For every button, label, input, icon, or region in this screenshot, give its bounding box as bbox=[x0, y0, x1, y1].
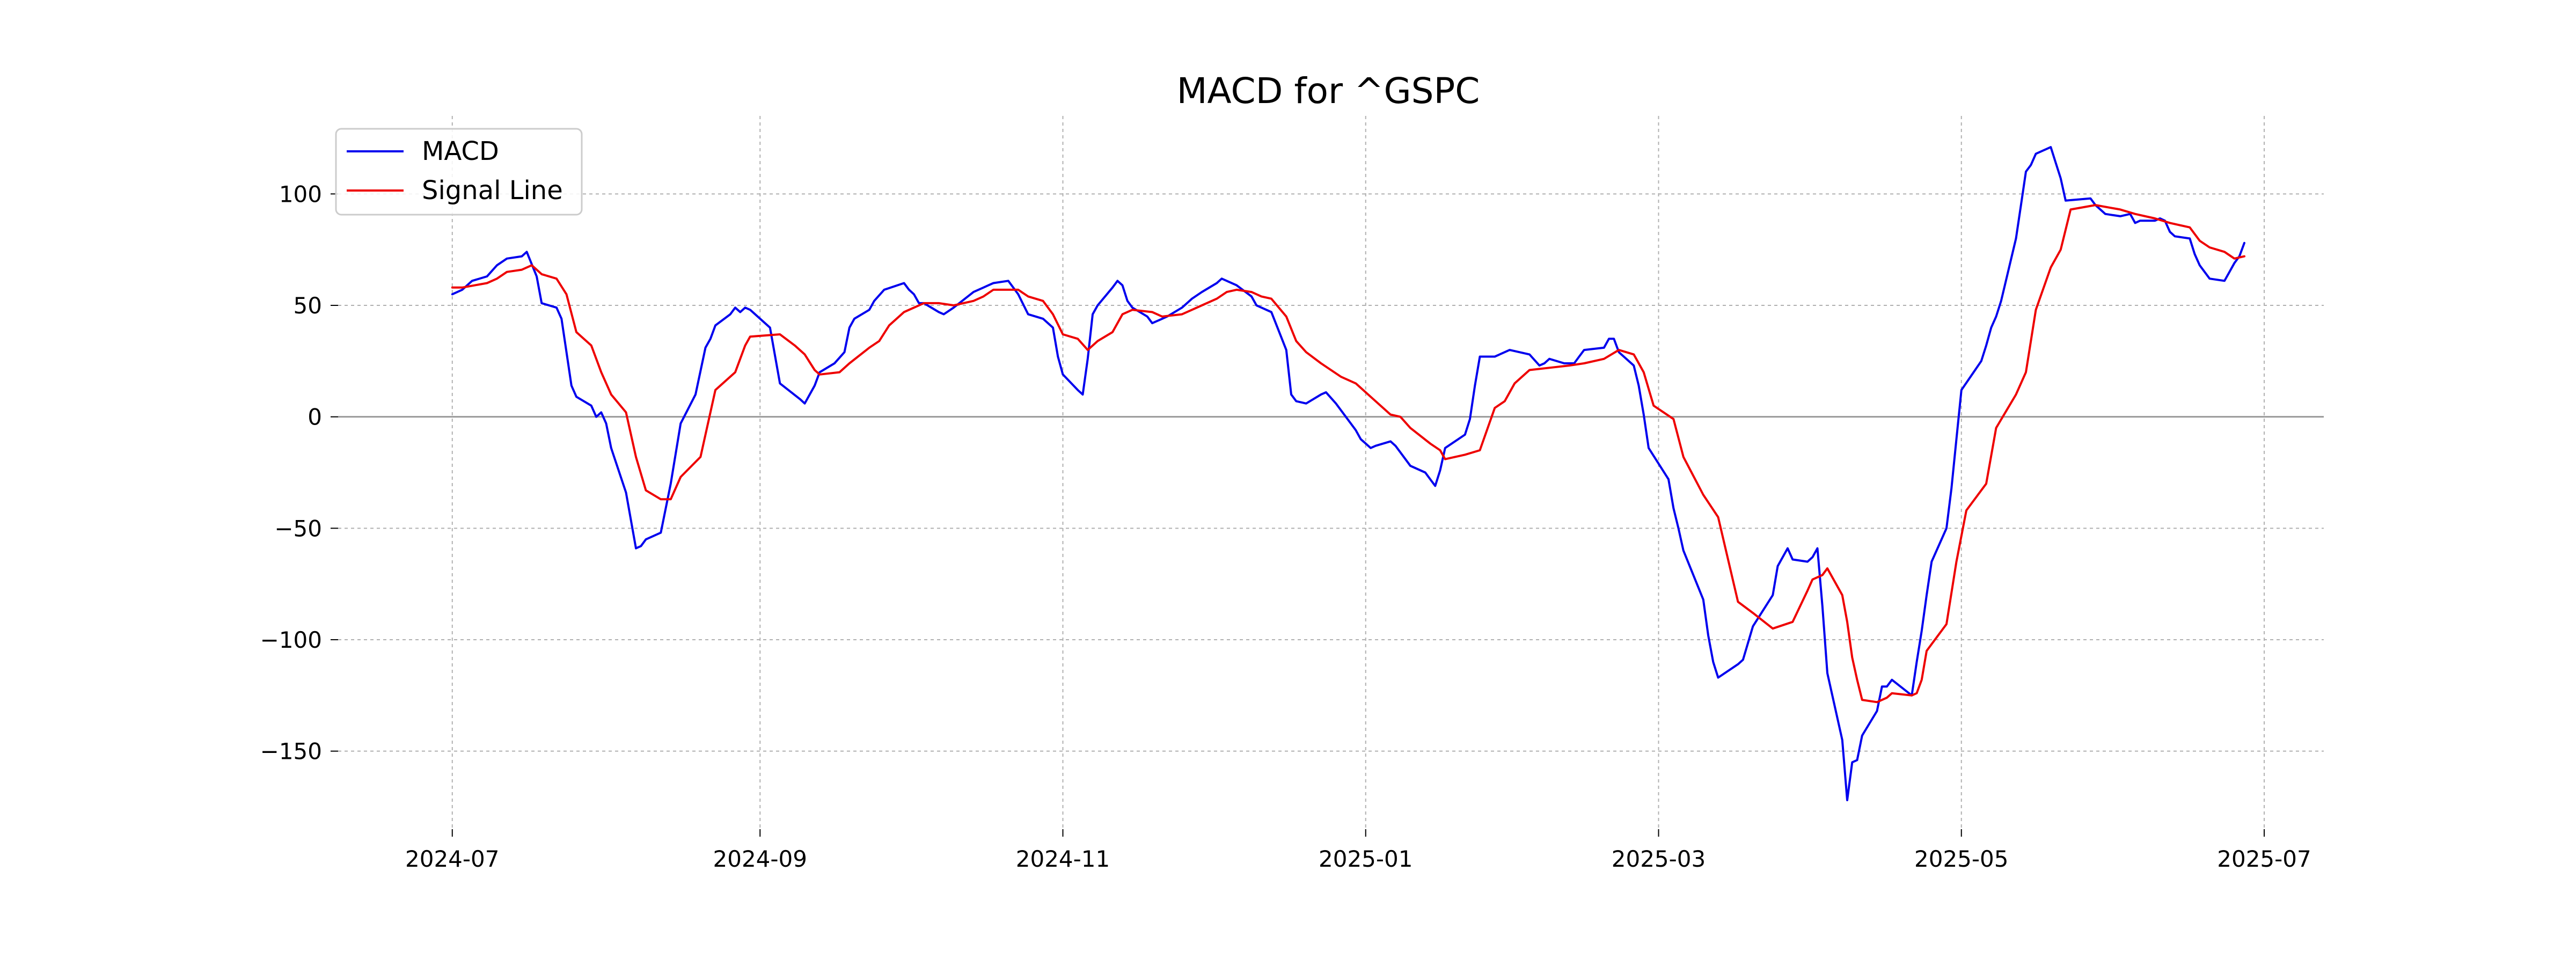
x-tick-label: 2024-11 bbox=[1016, 846, 1110, 872]
legend-label-macd: MACD bbox=[422, 136, 499, 166]
y-tick-label: −50 bbox=[274, 515, 322, 541]
x-tick-label: 2025-07 bbox=[2217, 846, 2311, 872]
x-tick-label: 2025-01 bbox=[1319, 846, 1413, 872]
x-axis-ticks: 2024-07 2024-09 2024-11 2025-01 2025-03 2025-… bbox=[405, 829, 2311, 872]
y-tick-label: 100 bbox=[279, 181, 322, 207]
x-tick-label: 2024-07 bbox=[405, 846, 500, 872]
series-line-signal-line bbox=[451, 204, 2245, 704]
y-axis-ticks: 100 50 0 −50 −100 −150 bbox=[260, 181, 338, 765]
series-line-macd bbox=[451, 146, 2245, 801]
legend-label-signal-line: Signal Line bbox=[422, 175, 563, 206]
legend: MACD Signal Line bbox=[335, 128, 583, 216]
y-tick-label: 0 bbox=[308, 404, 322, 430]
y-tick-label: −100 bbox=[260, 627, 322, 653]
chart-title: MACD for ^GSPC bbox=[1177, 70, 1480, 112]
series-lines bbox=[451, 146, 2245, 801]
y-tick-label: 50 bbox=[294, 292, 322, 319]
x-tick-label: 2025-05 bbox=[1914, 846, 2009, 872]
x-tick-label: 2025-03 bbox=[1612, 846, 1706, 872]
y-tick-label: −150 bbox=[260, 738, 322, 765]
x-tick-label: 2024-09 bbox=[713, 846, 808, 872]
grid-lines bbox=[338, 116, 2324, 829]
